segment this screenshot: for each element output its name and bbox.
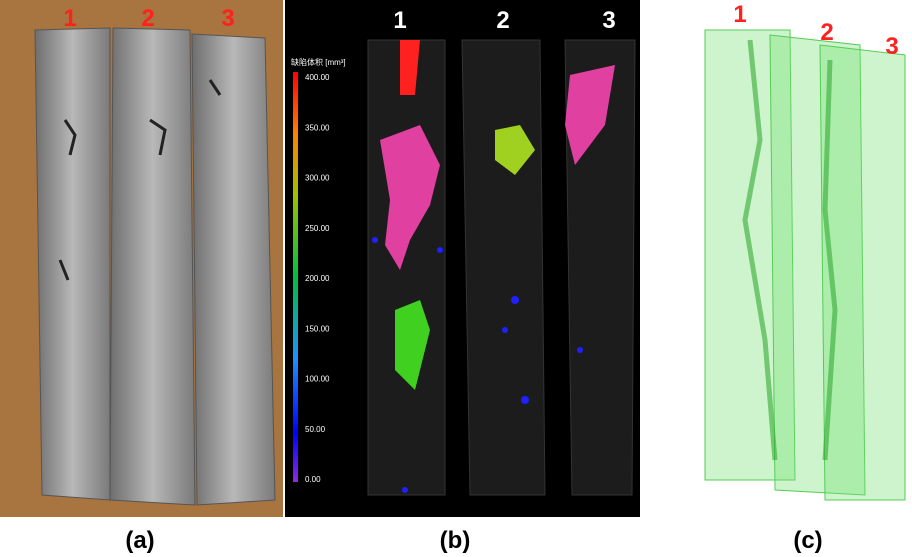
specimen-label: 1 bbox=[393, 7, 406, 34]
specimen-label: 3 bbox=[885, 33, 898, 60]
colorbar-tick-label: 300.00 bbox=[305, 174, 330, 183]
colorbar-tick-label: 100.00 bbox=[305, 375, 330, 384]
specimen-label: 3 bbox=[221, 5, 234, 32]
specimen-label: 3 bbox=[602, 7, 615, 34]
specimen-label: 2 bbox=[820, 19, 833, 46]
panel-caption: (c) bbox=[793, 527, 822, 554]
photo-panel bbox=[0, 0, 283, 517]
ct-panel bbox=[285, 0, 640, 517]
figure: (a) 1 2 3 (b) 1 2 3 (c) 1 2 3 缺陷体积 [mm³] 400.00 350.00… bbox=[0, 0, 912, 557]
panel-caption: (a) bbox=[125, 527, 154, 554]
colorbar-tick-label: 150.00 bbox=[305, 324, 330, 333]
panel-caption: (b) bbox=[440, 527, 471, 554]
colorbar-tick-label: 200.00 bbox=[305, 274, 330, 283]
specimen-label: 2 bbox=[141, 5, 154, 32]
render-panel bbox=[705, 30, 905, 500]
colorbar-tick-label: 350.00 bbox=[305, 123, 330, 132]
colorbar-title: 缺陷体积 [mm³] bbox=[291, 57, 346, 67]
specimen-label: 2 bbox=[496, 7, 509, 34]
colorbar-tick-label: 50.00 bbox=[305, 425, 326, 434]
colorbar-tick-label: 250.00 bbox=[305, 224, 330, 233]
specimen-label: 1 bbox=[63, 5, 76, 32]
colorbar-tick-label: 0.00 bbox=[305, 475, 321, 484]
colorbar-tick-label: 400.00 bbox=[305, 73, 330, 82]
specimen-label: 1 bbox=[733, 1, 746, 28]
